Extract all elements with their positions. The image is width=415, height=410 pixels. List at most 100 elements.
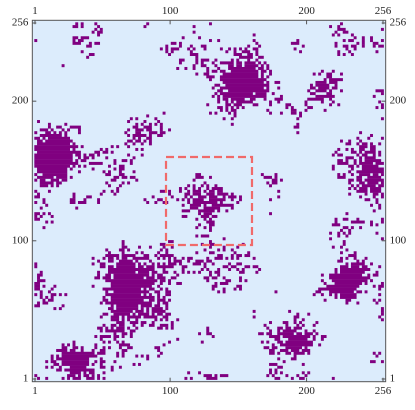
cell-run: [217, 94, 221, 98]
cell-run: [157, 312, 163, 316]
cell-run: [214, 64, 218, 68]
cell-run: [181, 203, 185, 207]
cell-run: [165, 290, 171, 294]
cell-run: [217, 106, 223, 110]
cell-run: [285, 340, 313, 344]
cell-run: [263, 175, 272, 179]
cell-run: [121, 335, 125, 339]
cell-run: [148, 259, 152, 263]
cell-run: [211, 69, 218, 73]
cell-run: [105, 181, 109, 185]
cell-run: [140, 323, 144, 327]
cell-run: [277, 365, 283, 369]
cell-run: [157, 348, 161, 352]
cell-run: [252, 265, 259, 269]
cell-run: [299, 321, 302, 325]
cell-run: [271, 178, 278, 182]
cell-run: [269, 348, 275, 352]
cell-run: [269, 184, 272, 188]
cell-run: [334, 220, 338, 224]
cell-run: [113, 335, 120, 339]
cell-run: [239, 198, 242, 202]
cell-run: [372, 195, 376, 199]
cell-run: [159, 128, 163, 132]
cell-run: [353, 187, 357, 191]
x-tick-label: 1: [32, 385, 38, 397]
cell-run: [266, 75, 270, 79]
cell-run: [337, 161, 349, 165]
cell-run: [45, 295, 49, 299]
cell-run: [222, 195, 226, 199]
cell-run: [364, 150, 376, 154]
cell-run: [108, 307, 114, 311]
cell-run: [37, 301, 40, 305]
cell-run: [211, 187, 223, 191]
cell-run: [34, 131, 38, 135]
cell-run: [37, 276, 40, 280]
cell-run: [345, 301, 349, 305]
cell-run: [121, 181, 125, 185]
cell-run: [372, 94, 376, 98]
cell-run: [337, 33, 341, 37]
cell-run: [56, 125, 62, 129]
cell-run: [222, 97, 229, 101]
cell-run: [67, 128, 70, 132]
cell-run: [168, 262, 177, 266]
cell-run: [269, 69, 272, 73]
cell-run: [121, 315, 125, 319]
cell-run: [105, 329, 125, 333]
cell-run: [189, 206, 199, 210]
cell-run: [244, 47, 248, 51]
cell-run: [296, 332, 302, 336]
cell-run: [162, 256, 166, 260]
cell-run: [97, 270, 101, 274]
cell-run: [359, 173, 371, 177]
cell-run: [260, 64, 264, 68]
cell-run: [361, 184, 376, 188]
cell-run: [209, 223, 215, 227]
cell-run: [105, 248, 109, 252]
cell-run: [116, 262, 136, 266]
cell-run: [269, 111, 272, 115]
cell-run: [255, 53, 259, 57]
cell-run: [176, 66, 180, 70]
cell-run: [293, 125, 300, 129]
cell-run: [61, 304, 65, 308]
cell-run: [364, 159, 382, 163]
cell-run: [132, 170, 136, 174]
cell-run: [159, 323, 169, 327]
cell-run: [320, 293, 324, 297]
cell-run: [329, 97, 333, 101]
cell-run: [118, 323, 125, 327]
cell-run: [47, 122, 51, 126]
cell-run: [230, 256, 234, 260]
cell-run: [61, 346, 68, 350]
cell-run: [206, 376, 218, 380]
cell-run: [105, 279, 158, 283]
cell-run: [233, 103, 242, 107]
cell-run: [329, 290, 354, 294]
cell-run: [140, 122, 144, 126]
cell-run: [72, 340, 76, 344]
cell-run: [116, 145, 120, 149]
cell-run: [127, 315, 141, 319]
cell-run: [260, 173, 264, 177]
cell-run: [269, 371, 272, 375]
cell-run: [157, 354, 161, 358]
cell-run: [252, 39, 256, 43]
cell-run: [318, 86, 330, 90]
cell-run: [217, 100, 221, 104]
cell-run: [345, 159, 349, 163]
cell-run: [348, 164, 354, 168]
cell-run: [102, 376, 106, 380]
cell-run: [129, 335, 133, 339]
cell-run: [372, 41, 379, 45]
cell-run: [83, 153, 87, 157]
cell-run: [132, 256, 150, 260]
cell-run: [157, 276, 166, 280]
cell-run: [217, 254, 223, 258]
cell-run: [132, 133, 147, 137]
cell-run: [241, 106, 245, 110]
cell-run: [129, 332, 133, 336]
cell-run: [236, 268, 240, 272]
